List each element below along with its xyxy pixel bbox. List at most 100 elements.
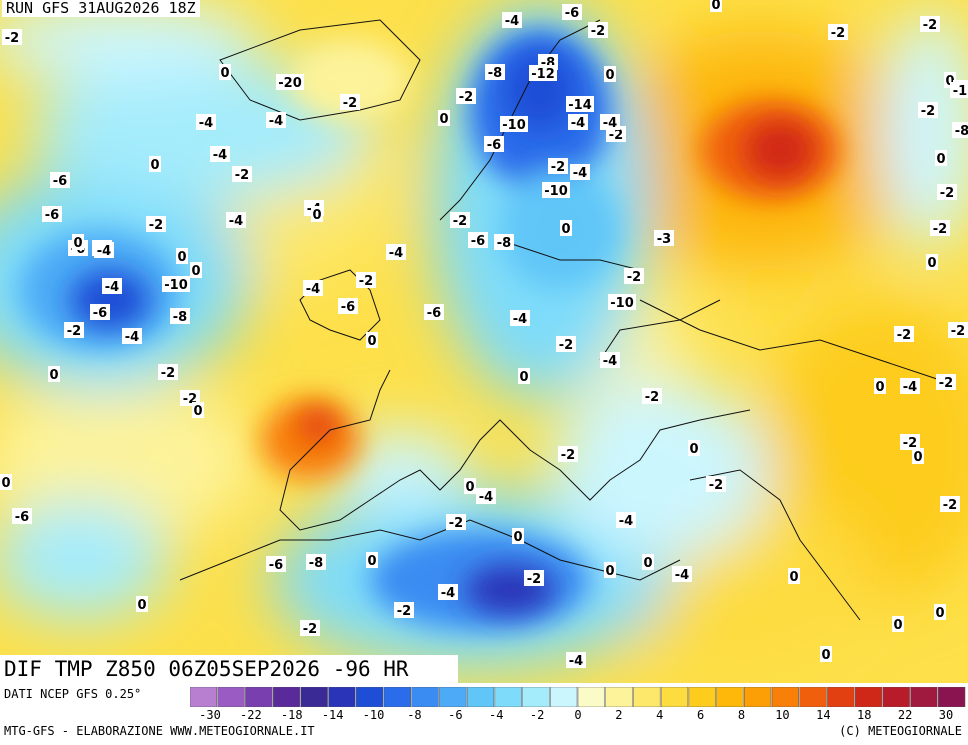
legend-swatch — [771, 687, 799, 707]
svg-text:-4: -4 — [505, 14, 519, 29]
contour-label: 0 — [366, 552, 378, 569]
svg-text:0: 0 — [367, 334, 376, 349]
svg-text:-10: -10 — [502, 118, 526, 133]
contour-label: -2 — [450, 212, 470, 229]
svg-text:-2: -2 — [709, 478, 723, 493]
legend-swatch — [522, 687, 550, 707]
legend-swatch — [300, 687, 328, 707]
svg-text:-4: -4 — [389, 246, 403, 261]
contour-label: -6 — [50, 172, 70, 189]
svg-text:0: 0 — [191, 264, 200, 279]
svg-text:-2: -2 — [921, 104, 935, 119]
contour-label: 0 — [48, 366, 60, 383]
svg-text:0: 0 — [49, 368, 58, 383]
svg-text:-8: -8 — [955, 124, 968, 139]
legend-tick-label: -6 — [448, 708, 463, 722]
legend-swatch — [439, 687, 467, 707]
contour-label: 0 — [438, 110, 450, 127]
svg-text:0: 0 — [1, 476, 10, 491]
contour-label: 0 — [176, 248, 188, 265]
svg-text:-6: -6 — [487, 138, 501, 153]
contour-label: -6 — [12, 508, 32, 525]
svg-text:0: 0 — [875, 380, 884, 395]
contour-label: -4 — [616, 512, 636, 529]
legend-swatch — [466, 687, 495, 707]
contour-label: -4 — [510, 310, 530, 327]
legend-tick-label: 22 — [897, 708, 913, 722]
svg-text:-2: -2 — [943, 498, 957, 513]
svg-text:-6: -6 — [565, 6, 579, 21]
contour-label: -1 — [950, 82, 968, 99]
svg-text:0: 0 — [689, 442, 698, 457]
contour-label: 0 — [710, 0, 722, 13]
legend-tick-label: -30 — [199, 708, 221, 722]
contour-label: -8 — [485, 64, 505, 81]
contour-label: 0 — [874, 378, 886, 395]
svg-text:0: 0 — [936, 152, 945, 167]
contour-label: -2 — [940, 496, 960, 513]
legend-swatch — [688, 687, 716, 707]
svg-text:0: 0 — [150, 158, 159, 173]
contour-label: -4 — [196, 114, 216, 131]
contour-label: -10 — [500, 116, 528, 133]
svg-text:-10: -10 — [544, 184, 568, 199]
svg-text:-8: -8 — [173, 310, 187, 325]
contour-labels: -2-4-6-6-8-2-2-20-8-12-1400-2-8-1-2-200-… — [0, 0, 968, 669]
svg-text:-2: -2 — [951, 324, 965, 339]
svg-text:-6: -6 — [15, 510, 29, 525]
contour-label: -2 — [918, 102, 938, 119]
svg-text:-2: -2 — [527, 572, 541, 587]
svg-text:-2: -2 — [897, 328, 911, 343]
svg-text:-3: -3 — [657, 232, 671, 247]
svg-text:-4: -4 — [441, 586, 455, 601]
legend-swatch — [577, 687, 605, 707]
contour-label: -2 — [446, 514, 466, 531]
svg-text:-4: -4 — [675, 568, 689, 583]
svg-text:0: 0 — [513, 530, 522, 545]
contour-label: 0 — [219, 64, 231, 81]
svg-text:-8: -8 — [488, 66, 502, 81]
map-title: DIF TMP Z850 06Z05SEP2026 -96 HR — [0, 655, 458, 683]
svg-text:0: 0 — [73, 236, 82, 251]
legend-tick-label: -2 — [529, 708, 545, 722]
contour-label: -2 — [300, 620, 320, 637]
credit-right: (C) METEOGIORNALE — [839, 724, 962, 738]
svg-text:0: 0 — [312, 208, 321, 223]
contour-label: -8 — [306, 554, 326, 571]
contour-label: -4 — [672, 566, 692, 583]
svg-text:-2: -2 — [5, 31, 19, 46]
legend-tick-label: 8 — [737, 708, 746, 722]
svg-text:-4: -4 — [603, 354, 617, 369]
svg-text:0: 0 — [465, 480, 474, 495]
contour-label: -2 — [894, 326, 914, 343]
contour-label: 0 — [192, 402, 204, 419]
contour-label: -2 — [936, 374, 956, 391]
legend-tick-label: 0 — [574, 708, 582, 722]
legend-tick-label: -14 — [321, 708, 344, 722]
svg-text:0: 0 — [439, 112, 448, 127]
contour-label: -4 — [502, 12, 522, 29]
legend-swatch — [716, 687, 744, 707]
contour-label: -4 — [122, 328, 142, 345]
contour-label: -10 — [162, 276, 190, 293]
legend-swatch — [744, 687, 772, 707]
svg-text:-2: -2 — [933, 222, 947, 237]
contour-label: 0 — [311, 206, 323, 223]
legend-swatch — [245, 687, 273, 707]
svg-text:-6: -6 — [341, 300, 355, 315]
svg-text:-4: -4 — [97, 244, 111, 259]
legend-swatch — [854, 687, 883, 707]
contour-label: -2 — [158, 364, 178, 381]
contour-label: -10 — [542, 182, 570, 199]
svg-text:-2: -2 — [627, 270, 641, 285]
svg-text:-2: -2 — [609, 128, 623, 143]
contour-label: -6 — [562, 4, 582, 21]
contour-label: -4 — [600, 352, 620, 369]
svg-text:-4: -4 — [513, 312, 527, 327]
legend-swatch — [550, 687, 578, 707]
color-legend — [190, 687, 966, 707]
svg-text:0: 0 — [893, 618, 902, 633]
svg-text:-2: -2 — [449, 516, 463, 531]
contour-label: -2 — [232, 166, 252, 183]
legend-swatch — [328, 687, 356, 707]
